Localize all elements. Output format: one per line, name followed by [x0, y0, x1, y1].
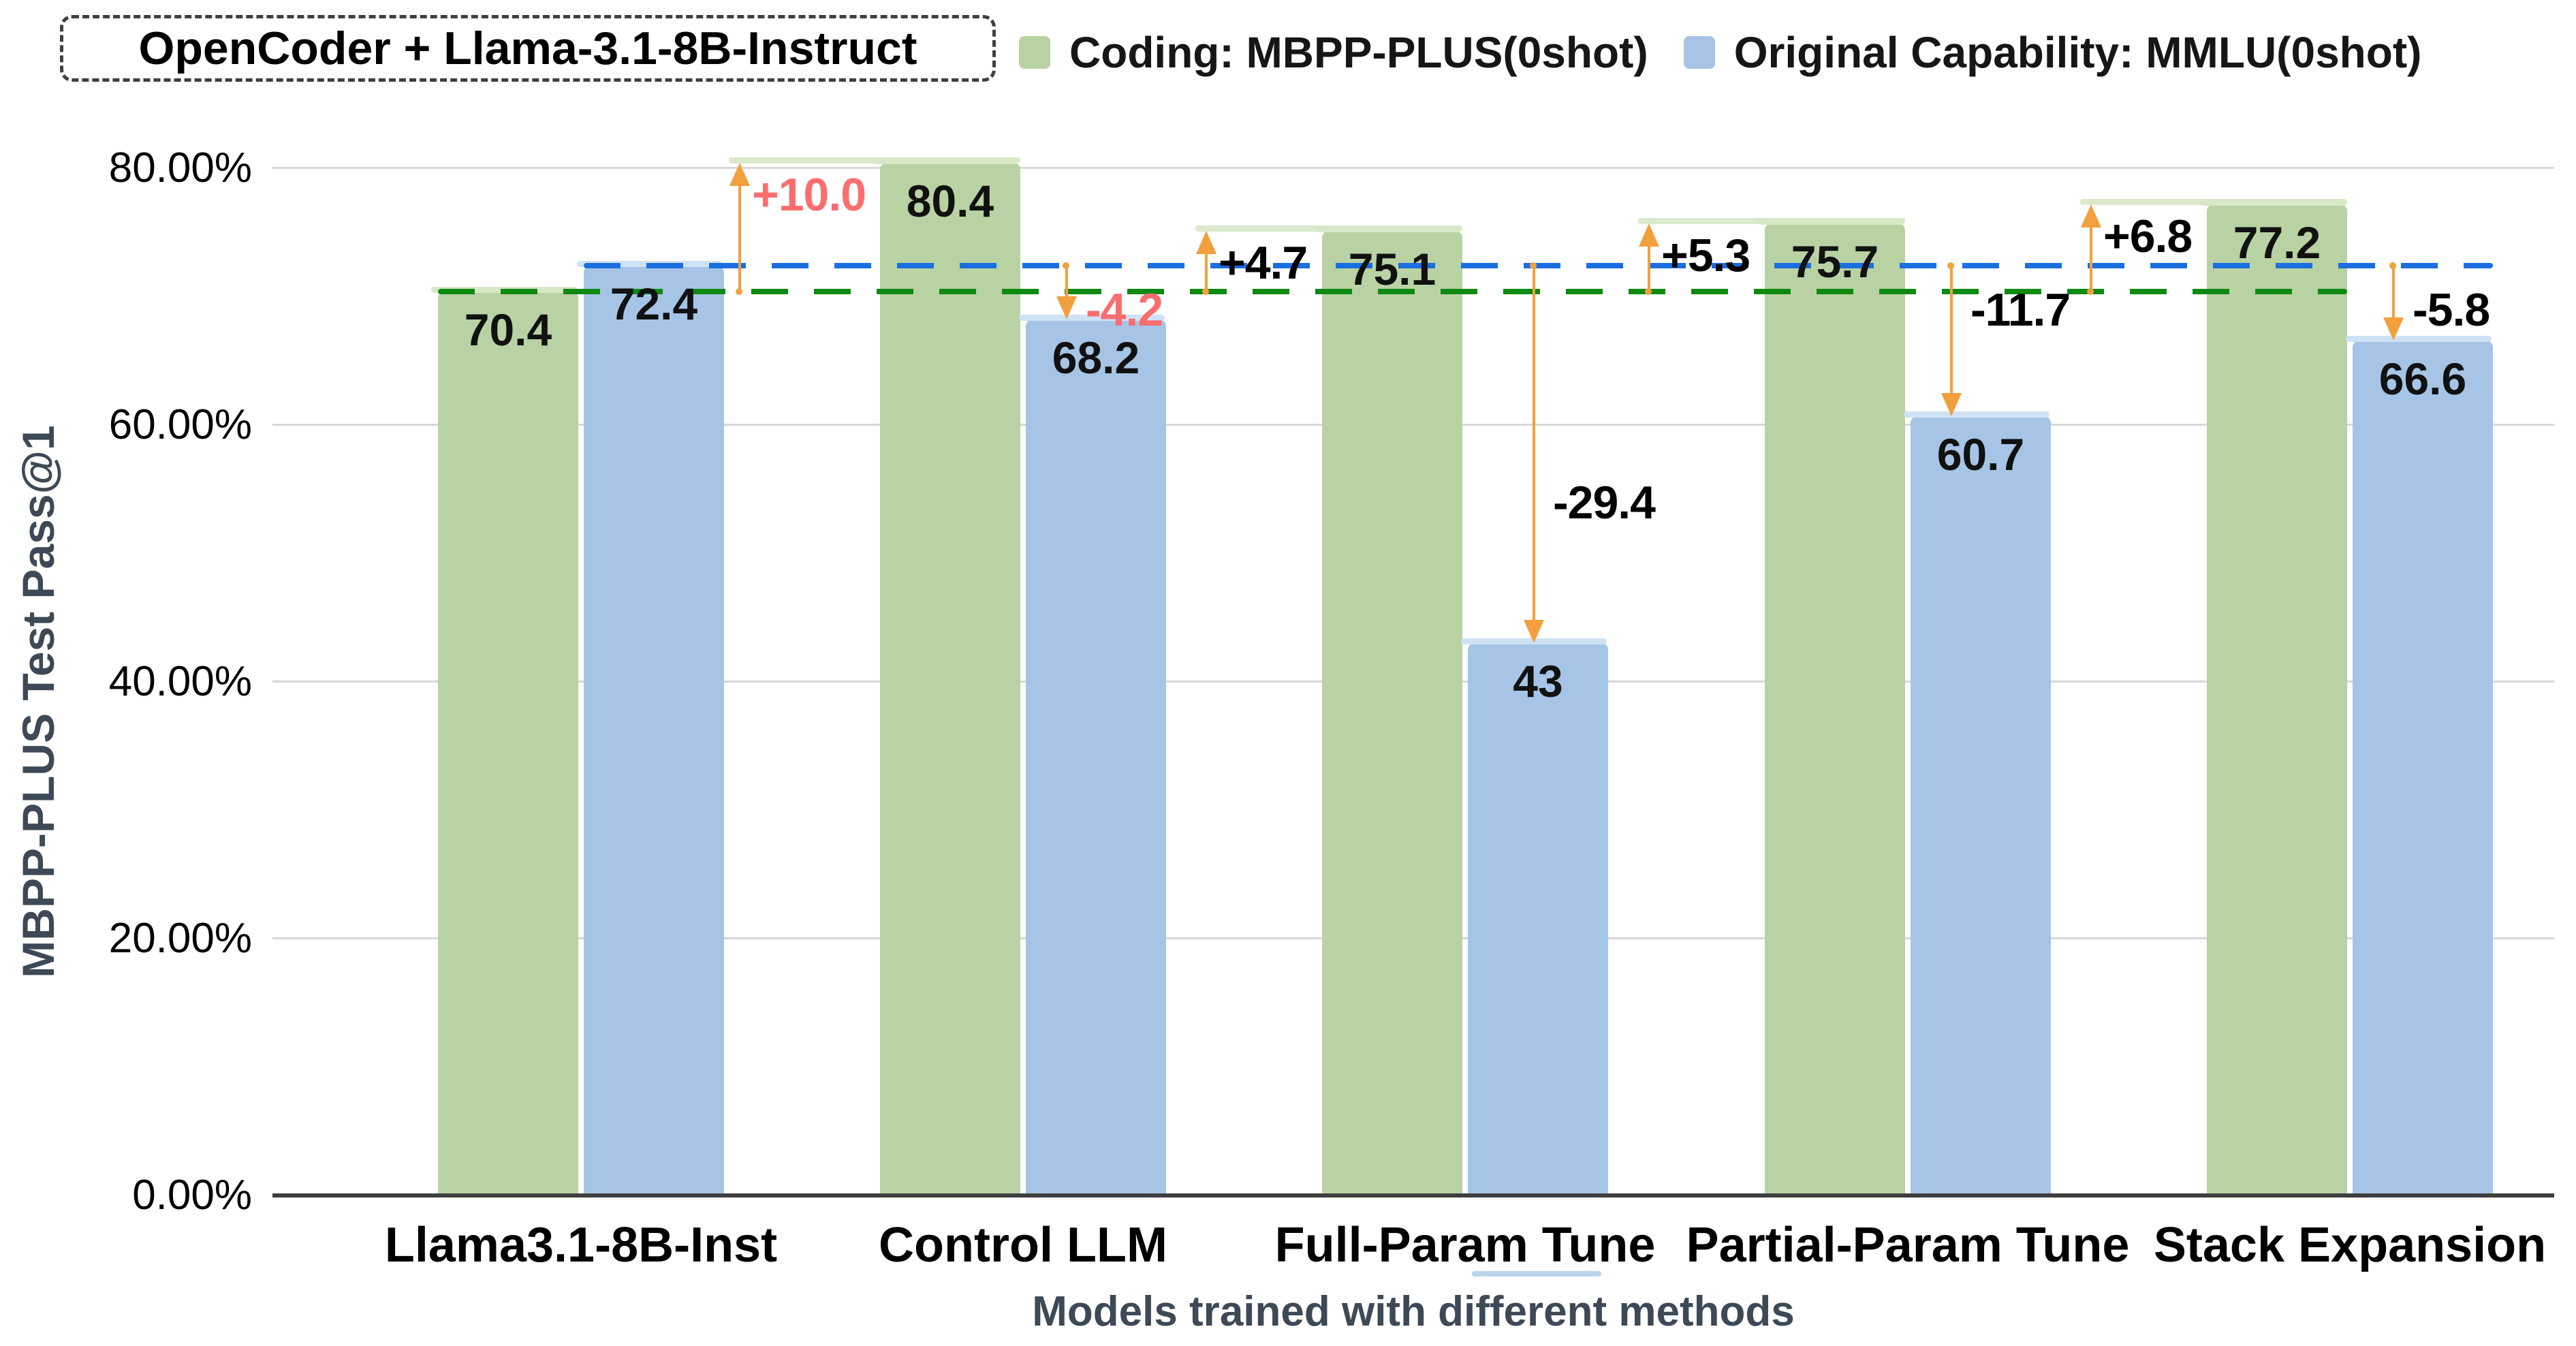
y-tick-label: 40.00% [108, 658, 252, 705]
delta-label: +10.0 [752, 169, 866, 221]
category-label: Full-Param Tune [1274, 1218, 1656, 1272]
delta-arrow-down-icon [1941, 392, 1962, 416]
delta-arrow-line [1065, 268, 1068, 298]
bar-value-label: 80.4 [906, 176, 994, 227]
delta-label: +4.7 [1219, 237, 1308, 289]
delta-arrow-line [738, 183, 741, 289]
legend-item: Original Capability: MMLU(0shot) [1683, 27, 2422, 78]
baseline-mbpp [438, 288, 2347, 294]
bar-mmlu [577, 261, 724, 1195]
gridline [272, 167, 2554, 169]
delta-label: -4.2 [1086, 284, 1163, 336]
legend-swatch-icon [1683, 36, 1715, 69]
category-label: Stack Expansion [2153, 1218, 2547, 1272]
bar-value-label: 66.6 [2378, 353, 2467, 404]
delta-arrow-down-icon [1056, 296, 1077, 320]
delta-arrow-tail-dot [1645, 287, 1652, 295]
bar-top-highlight-extension [729, 157, 1020, 164]
bar-top-highlight [1904, 411, 2049, 418]
delta-arrow-tail-dot [1530, 262, 1537, 270]
category-label: Llama3.1-8B-Inst [384, 1218, 778, 1272]
delta-arrow-tail-dot [1063, 262, 1069, 270]
delta-arrow-tail-dot [2389, 262, 2396, 270]
y-tick-label: 0.00% [132, 1172, 252, 1219]
bar-mmlu [1461, 638, 1608, 1195]
delta-arrow-line [1533, 268, 1535, 622]
delta-label: +5.3 [1661, 230, 1750, 282]
delta-arrow-up-icon [1639, 223, 1659, 247]
category-underline [1472, 1271, 1601, 1277]
delta-arrow-line [2090, 224, 2092, 289]
bar-top-highlight-extension [1638, 218, 1905, 225]
delta-arrow-tail-dot [1947, 262, 1954, 270]
bar-value-label: 68.2 [1052, 332, 1140, 384]
bar-top-highlight-extension [1195, 225, 1462, 232]
delta-arrow-up-icon [1196, 231, 1216, 255]
category-label: Partial-Param Tune [1686, 1218, 2130, 1272]
y-tick-label: 20.00% [108, 915, 252, 962]
bar-value-label: 77.2 [2233, 217, 2321, 268]
legend-swatch-icon [1019, 36, 1050, 69]
bar-mmlu [1904, 411, 2051, 1195]
bar-value-label: 70.4 [464, 304, 552, 355]
delta-label: -11.7 [1970, 284, 2071, 336]
legend-item: Coding: MBPP-PLUS(0shot) [1019, 27, 1648, 78]
bar-mbpp [873, 158, 1020, 1195]
y-tick-label: 60.00% [108, 401, 252, 448]
delta-arrow-line [1648, 244, 1650, 289]
delta-label: -29.4 [1553, 477, 1656, 529]
y-tick-label: 80.00% [108, 144, 252, 191]
legend: Coding: MBPP-PLUS(0shot) Original Capabil… [1019, 27, 2421, 78]
bar-top-highlight-extension [2080, 198, 2347, 205]
bar-mbpp [2200, 199, 2347, 1195]
bar-top-highlight [1019, 315, 1165, 322]
delta-arrow-tail-dot [2087, 287, 2094, 295]
delta-label: -5.8 [2413, 284, 2490, 336]
category-label: Control LLM [879, 1218, 1167, 1272]
bar-value-label: 75.1 [1348, 244, 1436, 295]
delta-arrow-up-icon [2081, 204, 2101, 228]
delta-arrow-down-icon [1524, 620, 1544, 644]
delta-arrow-tail-dot [736, 287, 742, 295]
delta-arrow-tail-dot [1202, 287, 1209, 295]
bar-value-label: 60.7 [1936, 428, 2025, 480]
delta-arrow-up-icon [729, 163, 750, 187]
delta-arrow-line [2392, 268, 2395, 319]
x-axis-line [272, 1193, 2554, 1198]
legend-label: Coding: MBPP-PLUS(0shot) [1069, 28, 1648, 77]
bar-mmlu [1019, 315, 1166, 1195]
model-tag-label: OpenCoder + Llama-3.1-8B-Instruct [138, 22, 917, 74]
x-axis-title: Models trained with different methods [1032, 1288, 1795, 1335]
legend-label: Original Capability: MMLU(0shot) [1733, 28, 2422, 77]
bar-mbpp [1315, 226, 1462, 1195]
delta-arrow-line [1205, 251, 1208, 289]
bar-value-label: 75.7 [1791, 236, 1879, 287]
model-tag-box: OpenCoder + Llama-3.1-8B-Instruct [60, 15, 996, 82]
delta-arrow-line [1950, 268, 1953, 394]
delta-arrow-down-icon [2383, 317, 2404, 341]
bar-top-highlight [2346, 335, 2492, 342]
bar-mbpp [431, 286, 578, 1195]
baseline-mmlu [584, 263, 2493, 269]
bar-value-label: 43 [1513, 656, 1563, 707]
bar-mbpp [1758, 219, 1905, 1195]
bar-value-label: 72.4 [610, 279, 698, 330]
delta-label: +6.8 [2103, 210, 2193, 262]
bar-mmlu [2346, 335, 2493, 1195]
